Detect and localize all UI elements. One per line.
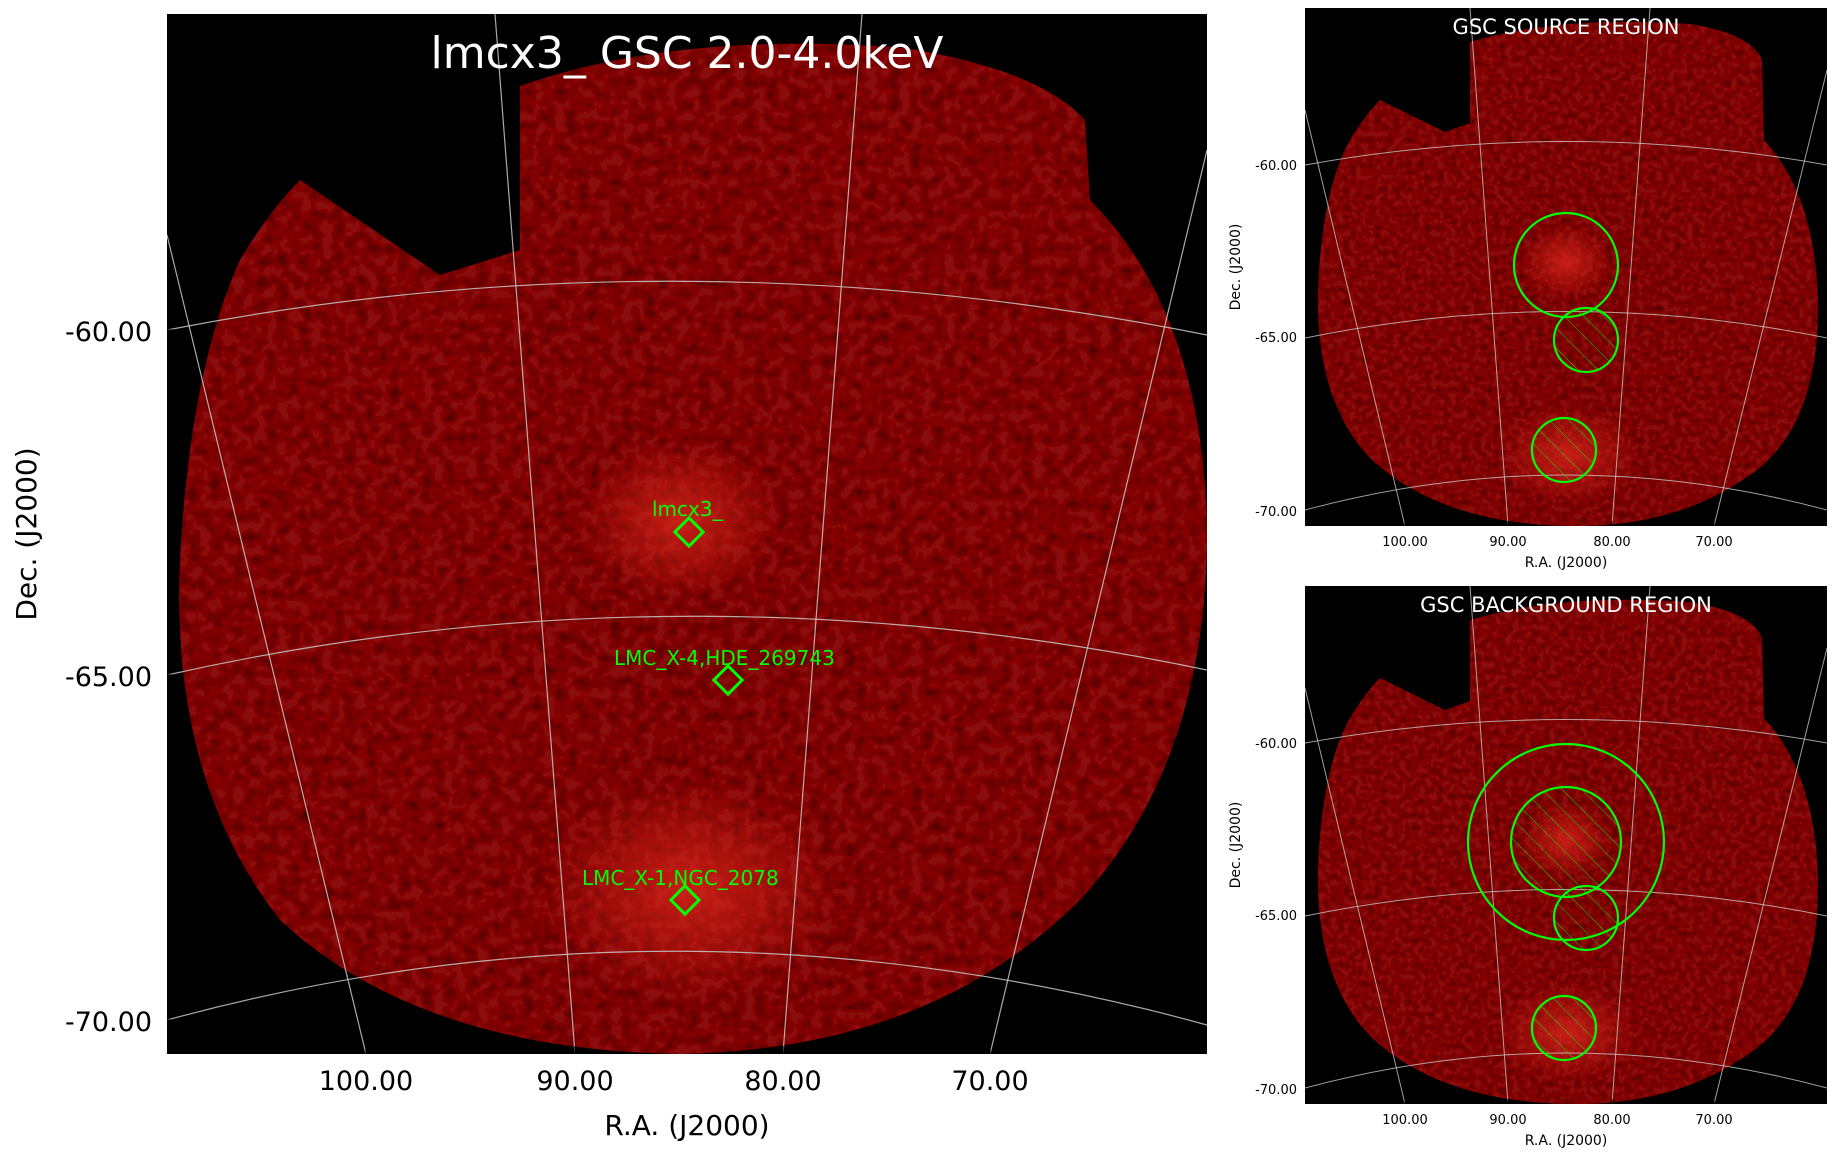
main-xtick-2: 80.00 bbox=[744, 1066, 821, 1097]
main-grid-ra-100 bbox=[167, 234, 367, 1054]
source-grid bbox=[1305, 8, 1827, 526]
main-ytick-0: -60.00 bbox=[65, 317, 152, 348]
background-exclusion-lmcx1 bbox=[1530, 994, 1598, 1062]
background-xlabel: R.A. (J2000) bbox=[1525, 1133, 1608, 1149]
main-grid-ra-70 bbox=[989, 149, 1207, 1054]
background-panel-title: GSC BACKGROUND REGION bbox=[1420, 593, 1712, 617]
source-marker-lmcx1 bbox=[668, 883, 702, 917]
main-xtick-0: 100.00 bbox=[319, 1066, 413, 1097]
source-panel-title: GSC SOURCE REGION bbox=[1453, 15, 1680, 39]
main-xlabel: R.A. (J2000) bbox=[604, 1109, 769, 1142]
main-panel: lmcx3_ LMC_X-4,HDE_269743 LMC_X-1,NGC_20… bbox=[10, 14, 1207, 1142]
source-exclusion-lmcx4 bbox=[1552, 306, 1620, 374]
background-ytick-1: -65.00 bbox=[1255, 909, 1297, 924]
background-exclusion-lmcx4 bbox=[1552, 884, 1620, 952]
background-xtick-2: 80.00 bbox=[1593, 1113, 1630, 1128]
source-ylabel: Dec. (J2000) bbox=[1228, 224, 1244, 311]
source-xtick-2: 80.00 bbox=[1593, 535, 1630, 550]
main-grid-dec-65 bbox=[167, 615, 1207, 676]
main-axis-ticks bbox=[167, 329, 991, 1054]
main-xtick-3: 70.00 bbox=[951, 1066, 1028, 1097]
source-ytick-0: -60.00 bbox=[1255, 159, 1297, 174]
source-xlabel: R.A. (J2000) bbox=[1525, 555, 1608, 571]
main-ytick-2: -70.00 bbox=[65, 1007, 152, 1038]
main-grid-ra-90 bbox=[494, 14, 576, 1054]
source-marker-lmcx3 bbox=[672, 515, 706, 549]
source-exclusion-lmcx1 bbox=[1530, 416, 1598, 484]
main-ytick-1: -65.00 bbox=[65, 662, 152, 693]
source-marker-lmcx4 bbox=[711, 663, 745, 697]
background-exclusion-inner bbox=[1509, 785, 1623, 899]
background-xtick-0: 100.00 bbox=[1382, 1113, 1428, 1128]
background-ylabel: Dec. (J2000) bbox=[1228, 802, 1244, 889]
source-emission bbox=[1305, 8, 1827, 526]
background-ytick-2: -70.00 bbox=[1255, 1083, 1297, 1098]
main-grid-dec-60 bbox=[167, 280, 1207, 336]
source-panel: GSC SOURCE REGION 100.00 90.00 80.00 70.… bbox=[1228, 8, 1827, 571]
source-xtick-1: 90.00 bbox=[1489, 535, 1526, 550]
source-glow-lmcx3 bbox=[1520, 224, 1612, 300]
main-title: lmcx3_ GSC 2.0-4.0keV bbox=[431, 28, 944, 79]
background-axis-ticks bbox=[1404, 1099, 1715, 1104]
source-xtick-0: 100.00 bbox=[1382, 535, 1428, 550]
source-label-lmcx3: lmcx3_ bbox=[652, 497, 724, 521]
main-emission: lmcx3_ LMC_X-4,HDE_269743 LMC_X-1,NGC_20… bbox=[167, 14, 1207, 1054]
source-label-lmcx4: LMC_X-4,HDE_269743 bbox=[614, 646, 835, 670]
main-grid-dec-70 bbox=[167, 950, 1207, 1026]
main-grid-ra-80 bbox=[782, 14, 863, 1054]
source-xtick-3: 70.00 bbox=[1695, 535, 1732, 550]
source-axis-ticks bbox=[1404, 521, 1715, 526]
background-xtick-1: 90.00 bbox=[1489, 1113, 1526, 1128]
main-sources: lmcx3_ LMC_X-4,HDE_269743 LMC_X-1,NGC_20… bbox=[582, 497, 835, 917]
background-panel: GSC BACKGROUND REGION 100.00 90.00 80.00… bbox=[1228, 586, 1827, 1149]
main-xtick-1: 90.00 bbox=[536, 1066, 613, 1097]
background-grid bbox=[1305, 586, 1827, 1104]
background-ytick-0: -60.00 bbox=[1255, 737, 1297, 752]
background-emission bbox=[1305, 586, 1827, 1104]
source-label-lmcx1: LMC_X-1,NGC_2078 bbox=[582, 866, 779, 890]
background-xtick-3: 70.00 bbox=[1695, 1113, 1732, 1128]
source-ytick-1: -65.00 bbox=[1255, 331, 1297, 346]
main-ylabel: Dec. (J2000) bbox=[10, 447, 43, 620]
main-glow-lmcx3 bbox=[580, 440, 780, 600]
main-grid bbox=[167, 14, 1207, 1054]
source-ytick-2: -70.00 bbox=[1255, 505, 1297, 520]
